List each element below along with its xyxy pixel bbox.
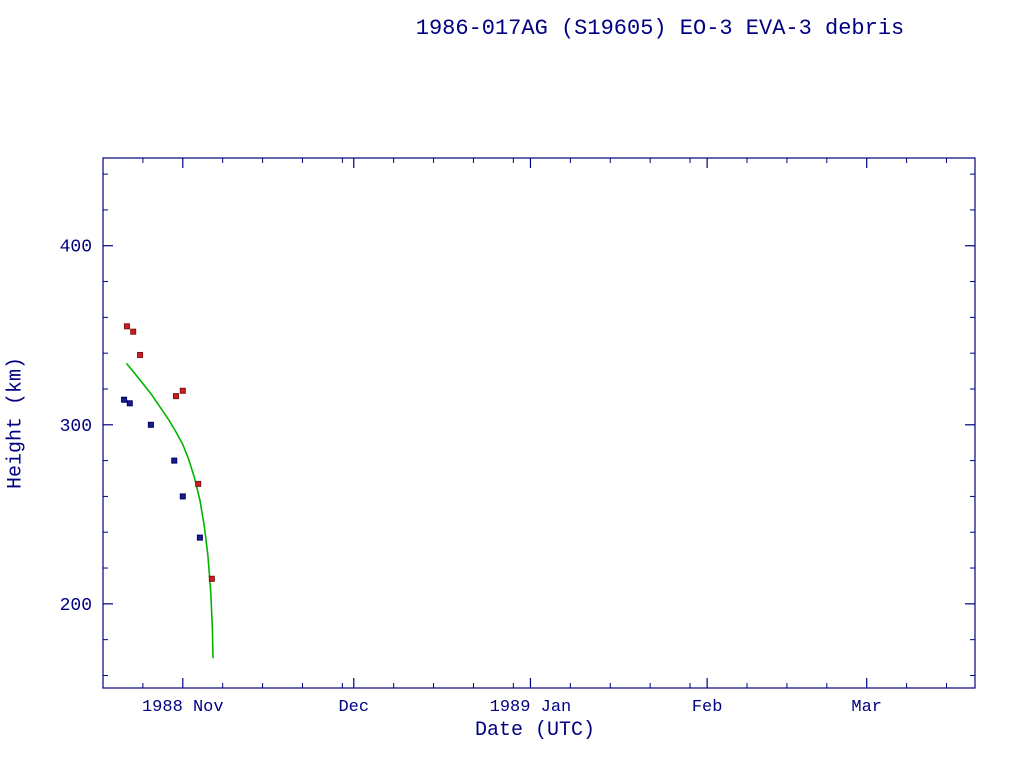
x-tick-label: Dec — [338, 698, 369, 717]
x-axis-label: Date (UTC) — [474, 719, 596, 742]
x-tick-label: Feb — [692, 698, 723, 717]
red-square-points-marker — [123, 323, 130, 330]
x-tick-label: Mar — [851, 698, 882, 717]
red-square-points-marker — [172, 393, 179, 400]
blue-square-points-marker — [147, 421, 154, 428]
red-square-points-marker — [130, 328, 137, 335]
plot-frame — [102, 157, 976, 689]
blue-square-points-marker — [171, 457, 178, 464]
red-square-points-marker — [208, 575, 215, 582]
y-tick-label: 300 — [60, 417, 92, 437]
chart-title: 1986-017AG (S19605) EO-3 EVA-3 debris — [415, 16, 905, 41]
red-square-points-marker — [179, 387, 186, 394]
x-tick-label: 1988 Nov — [142, 698, 224, 717]
y-tick-label: 400 — [60, 238, 92, 258]
y-tick-label: 200 — [60, 596, 92, 616]
x-tick-label: 1989 Jan — [490, 698, 572, 717]
blue-square-points-marker — [126, 400, 133, 407]
blue-square-points-marker — [179, 493, 186, 500]
blue-square-points-marker — [196, 534, 203, 541]
blue-square-points-marker — [121, 396, 128, 403]
green-decay-curve — [126, 363, 214, 659]
red-square-points-marker — [195, 480, 202, 487]
red-square-points-marker — [137, 351, 144, 358]
